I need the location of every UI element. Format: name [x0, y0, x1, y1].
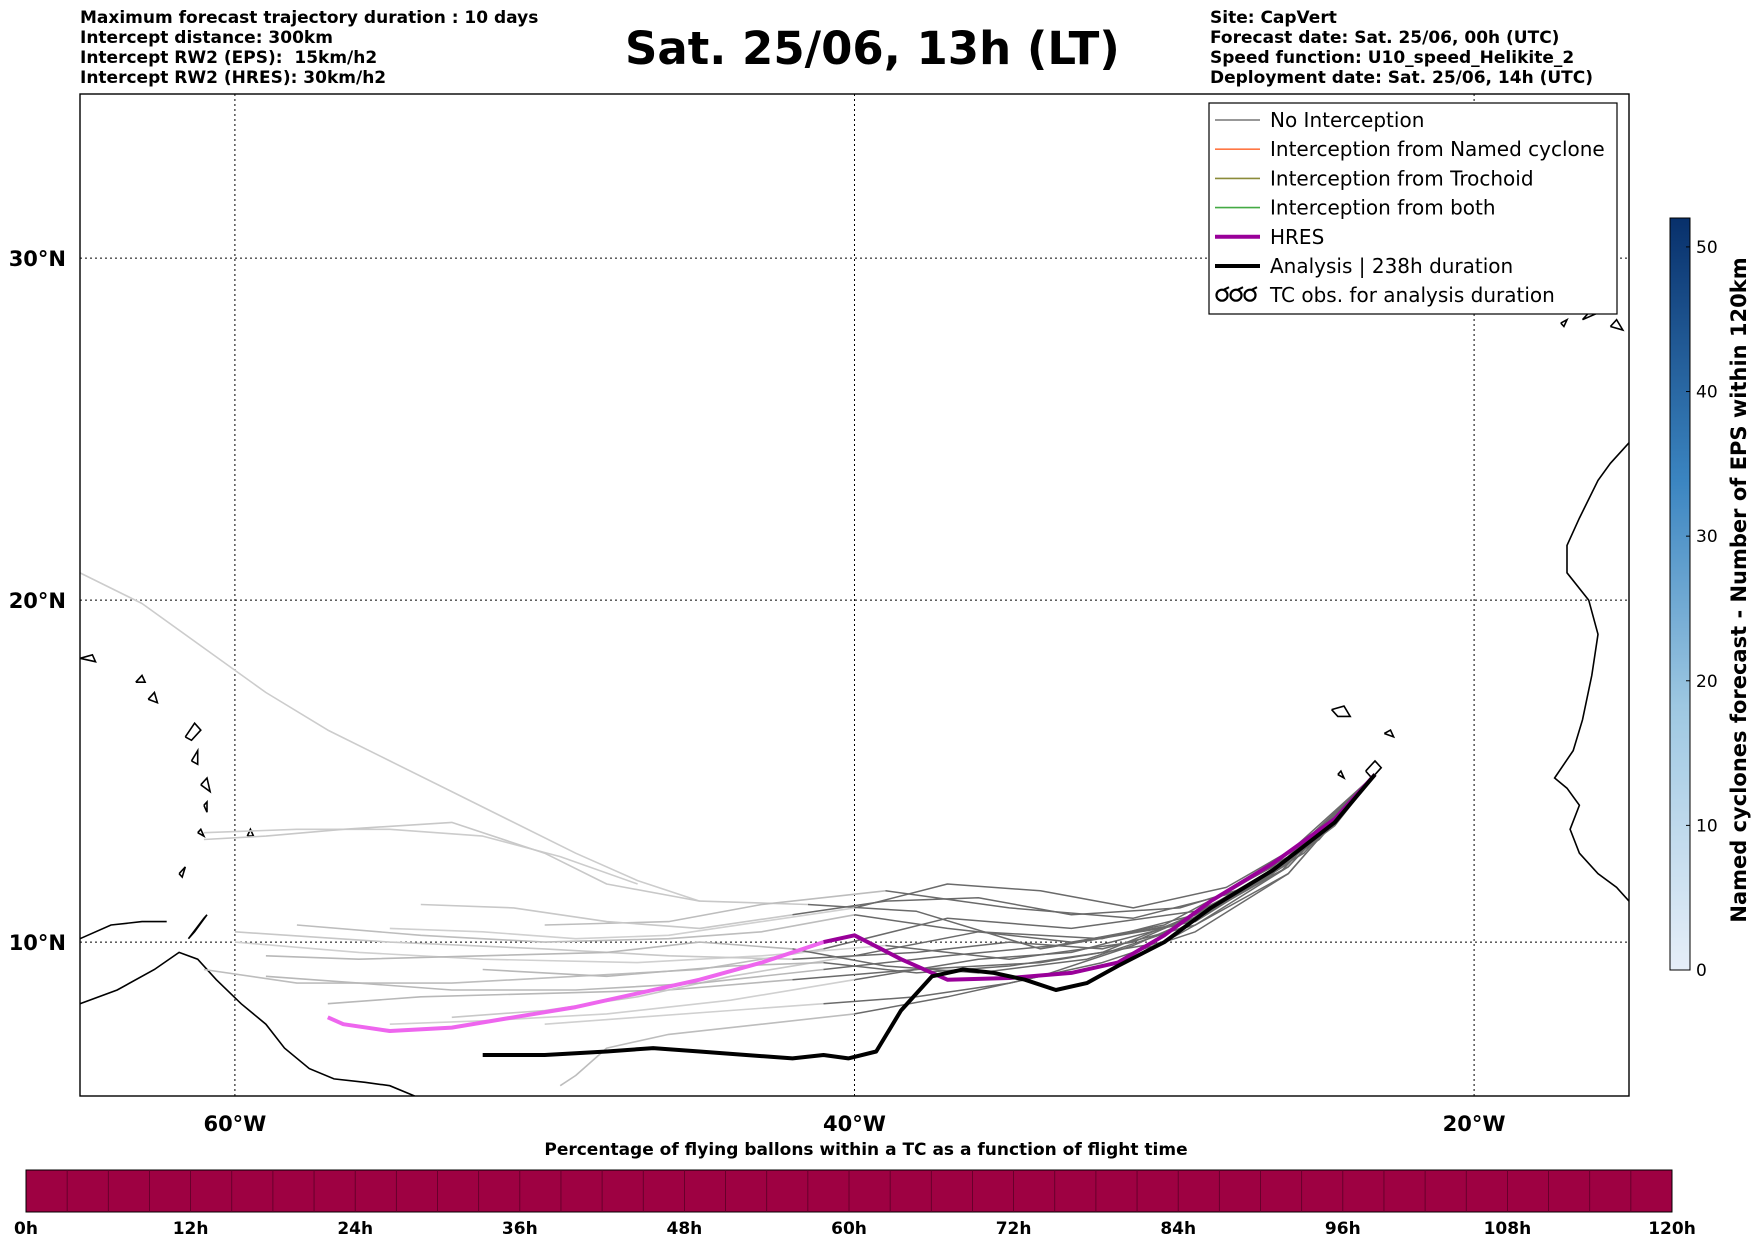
- legend-frame: [1208, 102, 1618, 315]
- setting-line: Intercept distance: 300km: [80, 28, 333, 48]
- latitude-label: 20°N: [9, 589, 66, 613]
- tc-symbol-icon: [1215, 286, 1258, 302]
- ensemble-trajectory-tail: [482, 961, 824, 978]
- hres-trajectory-tail: [326, 940, 825, 1033]
- legend-label: HRES: [1270, 225, 1324, 249]
- coastline-segment: [1331, 705, 1352, 718]
- trajectories: [80, 572, 1377, 1087]
- coastline-segment: [200, 776, 212, 794]
- ensemble-trajectory: [792, 774, 1376, 916]
- coastline-segment: [1383, 728, 1396, 739]
- ensemble-trajectory-tail: [203, 821, 809, 906]
- longitude-label: 40°W: [823, 1112, 886, 1136]
- ensemble-trajectory-tail: [265, 941, 793, 960]
- legend-label: Interception from Trochoid: [1270, 166, 1534, 190]
- coastline-segment: [80, 951, 415, 1096]
- setting-line: Maximum forecast trajectory duration : 1…: [80, 8, 539, 28]
- legend-label: TC obs. for analysis duration: [1269, 283, 1555, 307]
- legend-label: Analysis | 238h duration: [1270, 254, 1513, 278]
- ensemble-trajectory-tail: [327, 978, 793, 1005]
- setting-line: Intercept RW2 (EPS): 15km/h2: [80, 48, 378, 68]
- ensemble-trajectory-tail: [203, 828, 638, 885]
- coastline-segment: [187, 914, 208, 940]
- ensemble-trajectory-tail: [234, 931, 793, 960]
- setting-line: Intercept RW2 (HRES): 30km/h2: [80, 68, 387, 88]
- coastline: [80, 308, 1629, 1096]
- site-info-line: Forecast date: Sat. 25/06, 00h (UTC): [1210, 28, 1560, 48]
- latitude-label: 10°N: [9, 931, 66, 955]
- coastline-segment: [80, 920, 167, 940]
- coastline-segment: [190, 747, 199, 766]
- coastline-segment: [246, 827, 255, 837]
- ensemble-trajectory-tail: [389, 907, 855, 940]
- latitude-label: 30°N: [9, 247, 66, 271]
- axis-tick-labels: 60°W 40°W 20°W 10°N 20°N 30°N: [9, 247, 1506, 1136]
- hres-trajectory: [823, 773, 1377, 982]
- coastline-segment: [203, 799, 208, 813]
- site-info-line: Site: CapVert: [1210, 8, 1337, 28]
- coastline-segment: [1560, 317, 1569, 328]
- coastline-segment: [147, 690, 159, 705]
- ensemble-trajectory: [792, 773, 1376, 974]
- site-info-line: Deployment date: Sat. 25/06, 14h (UTC): [1210, 68, 1594, 88]
- ensemble-trajectory: [823, 773, 1376, 974]
- coastline-segment: [1609, 318, 1625, 332]
- map-frame: [79, 93, 1630, 1097]
- coastline-segment: [135, 673, 147, 683]
- longitude-label: 20°W: [1443, 1112, 1506, 1136]
- ensemble-trajectory-tail: [389, 978, 855, 1025]
- ensemble-trajectory: [792, 773, 1376, 960]
- ensemble-trajectory-tail: [80, 572, 700, 902]
- ensemble-trajectory-tail: [451, 955, 855, 1019]
- forecast-settings-block: Maximum forecast trajectory duration : 1…: [80, 8, 538, 88]
- ensemble-trajectory-tail: [420, 903, 793, 930]
- coastline-segment: [1553, 442, 1629, 902]
- coastline-segment: [1365, 759, 1383, 780]
- legend-label: No Interception: [1270, 108, 1424, 132]
- analysis-trajectory: [482, 773, 1377, 1061]
- ensemble-trajectory-tail: [559, 1013, 855, 1087]
- coastline-segment: [184, 721, 202, 742]
- site-info-line: Speed function: U10_speed_Helikite_2: [1210, 48, 1575, 68]
- ensemble-trajectory-tail: [265, 968, 824, 991]
- coastline-segment: [197, 827, 206, 838]
- site-info-block: Site: CapVert Forecast date: Sat. 25/06,…: [1210, 8, 1593, 88]
- ensemble-trajectory-tail: [544, 890, 886, 926]
- ensemble-trajectory-tail: [544, 1002, 824, 1025]
- coastline-segment: [80, 653, 97, 663]
- legend-label: Interception from Named cyclone: [1270, 137, 1605, 161]
- map-legend: No Interception Interception from Named c…: [1208, 102, 1618, 315]
- ensemble-trajectory: [823, 774, 1376, 1005]
- longitude-label: 60°W: [203, 1112, 266, 1136]
- map-title: Sat. 25/06, 13h (LT): [625, 22, 1120, 75]
- coastline-segment: [178, 866, 187, 879]
- ensemble-trajectory-tail: [296, 914, 855, 943]
- coastline-segment: [1337, 769, 1346, 780]
- legend-label: Interception from both: [1270, 196, 1496, 220]
